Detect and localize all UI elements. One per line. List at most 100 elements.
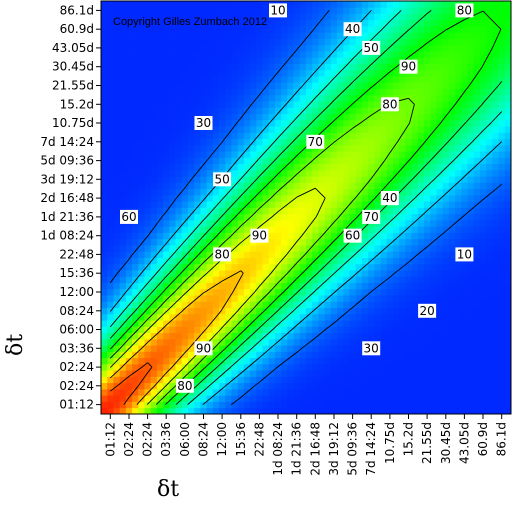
heatmap-cell — [479, 338, 487, 346]
heatmap-cell — [138, 69, 145, 77]
heatmap-cell — [132, 151, 139, 158]
heatmap-cell — [156, 395, 164, 402]
heatmap-cell — [132, 245, 139, 252]
heatmap-cell — [219, 363, 226, 371]
heatmap-cell — [219, 382, 226, 390]
x-tick-label: 7d 14:24 — [364, 422, 378, 476]
heatmap-cell — [107, 51, 114, 58]
heatmap-cell — [461, 407, 468, 414]
heatmap-cell — [330, 351, 338, 359]
heatmap-cell — [237, 151, 245, 158]
heatmap-cell — [473, 32, 481, 39]
heatmap-cell — [405, 113, 412, 121]
heatmap-cell — [392, 207, 400, 215]
heatmap-cell — [411, 295, 419, 302]
heatmap-cell — [287, 63, 294, 71]
heatmap-cell — [486, 345, 493, 352]
heatmap-cell — [262, 144, 270, 152]
heatmap-cell — [113, 263, 121, 271]
heatmap-cell — [268, 101, 276, 108]
heatmap-cell — [455, 313, 462, 321]
heatmap-cell — [256, 201, 263, 208]
heatmap-cell — [424, 1, 431, 8]
heatmap-cell — [473, 282, 481, 290]
heatmap-cell — [306, 282, 313, 290]
heatmap-cell — [225, 395, 232, 402]
heatmap-cell — [349, 157, 357, 165]
heatmap-cell — [374, 19, 381, 27]
heatmap-cell — [144, 157, 152, 165]
heatmap-cell — [101, 169, 108, 177]
heatmap-cell — [430, 238, 437, 246]
heatmap-cell — [175, 19, 183, 27]
heatmap-cell — [361, 151, 369, 158]
heatmap-cell — [262, 138, 270, 146]
heatmap-cell — [355, 101, 363, 108]
heatmap-cell — [262, 126, 270, 133]
heatmap-cell — [163, 194, 170, 202]
heatmap-cell — [374, 63, 381, 71]
heatmap-cell — [138, 63, 145, 71]
heatmap-cell — [430, 332, 437, 340]
heatmap-cell — [175, 307, 183, 315]
heatmap-cell — [455, 226, 462, 233]
heatmap-cell — [163, 63, 170, 71]
heatmap-cell — [293, 295, 301, 302]
heatmap-cell — [250, 88, 257, 96]
heatmap-cell — [262, 7, 270, 14]
heatmap-cell — [405, 351, 412, 359]
heatmap-cell — [132, 263, 139, 271]
heatmap-cell — [405, 201, 412, 208]
heatmap-cell — [212, 44, 220, 52]
heatmap-cell — [486, 313, 493, 321]
heatmap-cell — [293, 188, 301, 196]
heatmap-cell — [399, 295, 406, 302]
heatmap-cell — [132, 163, 139, 171]
heatmap-cell — [274, 113, 282, 121]
heatmap-cell — [467, 276, 475, 283]
heatmap-cell — [262, 82, 270, 90]
heatmap-cell — [380, 288, 388, 296]
heatmap-cell — [250, 257, 257, 265]
heatmap-cell — [156, 132, 164, 140]
heatmap-cell — [219, 51, 226, 58]
heatmap-cell — [343, 107, 350, 115]
heatmap-cell — [243, 320, 251, 327]
heatmap-cell — [306, 194, 313, 202]
heatmap-cell — [237, 188, 245, 196]
heatmap-cell — [113, 119, 121, 127]
heatmap-cell — [132, 407, 139, 414]
heatmap-cell — [268, 276, 276, 283]
heatmap-cell — [175, 263, 183, 271]
heatmap-cell — [163, 32, 170, 39]
heatmap-cell — [293, 351, 301, 359]
heatmap-cell — [318, 69, 326, 77]
heatmap-cell — [150, 357, 158, 365]
heatmap-cell — [337, 7, 344, 14]
heatmap-cell — [337, 13, 344, 21]
heatmap-cell — [299, 76, 307, 83]
heatmap-cell — [119, 376, 127, 384]
heatmap-cell — [486, 307, 493, 315]
heatmap-cell — [125, 38, 133, 46]
heatmap-cell — [163, 44, 170, 52]
heatmap-cell — [504, 38, 511, 46]
heatmap-cell — [107, 376, 114, 384]
heatmap-cell — [442, 107, 450, 115]
heatmap-cell — [268, 232, 276, 240]
heatmap-cell — [479, 188, 487, 196]
heatmap-cell — [299, 69, 307, 77]
heatmap-cell — [268, 313, 276, 321]
heatmap-cell — [187, 332, 195, 340]
heatmap-cell — [349, 307, 357, 315]
heatmap-cell — [181, 157, 189, 165]
heatmap-cell — [206, 263, 214, 271]
heatmap-cell — [138, 276, 145, 283]
heatmap-cell — [138, 107, 145, 115]
heatmap-cell — [504, 101, 511, 108]
heatmap-cell — [392, 263, 400, 271]
heatmap-cell — [293, 13, 301, 21]
heatmap-cell — [386, 176, 394, 183]
heatmap-cell — [125, 51, 133, 58]
heatmap-cell — [144, 82, 152, 90]
